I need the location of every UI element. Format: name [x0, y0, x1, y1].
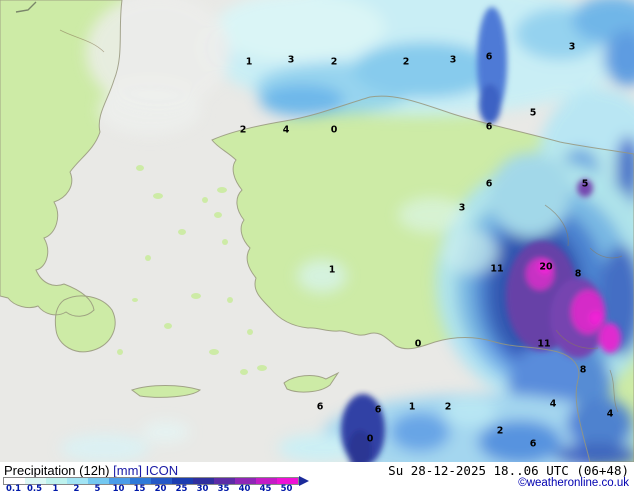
model-name: ICON [145, 463, 179, 478]
scale-cell [277, 478, 298, 484]
scale-label: 1 [52, 484, 59, 494]
scale-label: 10 [112, 484, 125, 494]
scale-cell [46, 478, 67, 484]
scale-cell [214, 478, 235, 484]
scale-label: 0.1 [5, 484, 22, 494]
precip-value: 11 [490, 263, 504, 275]
land [0, 0, 634, 462]
map-title-text: Precipitation (12h) [4, 463, 110, 478]
precip-value: 4 [549, 398, 557, 410]
scale-label: 25 [175, 484, 188, 494]
scale-label: 20 [154, 484, 167, 494]
precip-value: 2 [330, 56, 338, 68]
precip-value: 4 [282, 124, 290, 136]
scale-cell [4, 478, 25, 484]
precip-value: 0 [330, 124, 338, 136]
scale-label: 35 [217, 484, 230, 494]
scale-bar [3, 477, 299, 485]
scale-cell [25, 478, 46, 484]
footer-bar: Precipitation (12h) [mm] ICON Su 28-12-2… [0, 462, 634, 494]
precip-value: 6 [374, 404, 382, 416]
precip-value: 6 [485, 121, 493, 133]
scale-label: 40 [238, 484, 251, 494]
scale-labels: 0.1 0.5 1 2 5 10 15 20 25 30 35 40 45 50 [3, 484, 297, 494]
precip-value: 1 [245, 56, 253, 68]
precip-value: 2 [402, 56, 410, 68]
scale-cell [88, 478, 109, 484]
precip-value: 6 [485, 178, 493, 190]
precip-value: 3 [449, 54, 457, 66]
precip-value: 5 [529, 107, 537, 119]
scale-label: 15 [133, 484, 146, 494]
scale-label: 30 [196, 484, 209, 494]
precip-value: 4 [606, 408, 614, 420]
precip-value: 5 [581, 178, 589, 190]
precipitation-layer [60, 0, 634, 462]
country-borders [15, 1, 623, 413]
map-unit: [mm] [113, 463, 143, 478]
scale-cell [109, 478, 130, 484]
precip-value: 0 [366, 433, 374, 445]
precip-value: 1 [328, 264, 336, 276]
precip-value: 3 [287, 54, 295, 66]
map-title: Precipitation (12h) [mm] ICON [4, 463, 178, 478]
precip-value: 11 [537, 338, 551, 350]
precip-value: 2 [444, 401, 452, 413]
precip-value: 3 [568, 41, 576, 53]
scale-cell [256, 478, 277, 484]
scale-cell [235, 478, 256, 484]
scale-arrow [299, 476, 309, 486]
scale-cell [151, 478, 172, 484]
precipitation-map: 1 3 2 2 3 6 3 2 4 0 6 5 6 5 3 1 11 20 8 0 11 8 6 6 1 2 4 4 0 2 6 [0, 0, 634, 462]
copyright-label: ©weatheronline.co.uk [518, 477, 629, 489]
scale-cell [130, 478, 151, 484]
scale-cell [172, 478, 193, 484]
precip-value: 3 [458, 202, 466, 214]
scale-label: 5 [94, 484, 101, 494]
precip-value: 0 [414, 338, 422, 350]
precip-value: 20 [539, 261, 553, 273]
scale-cell [67, 478, 88, 484]
precip-value: 8 [574, 268, 582, 280]
precip-value: 6 [485, 51, 493, 63]
scale-label: 45 [259, 484, 272, 494]
precip-value: 6 [529, 438, 537, 450]
scale-label: 2 [73, 484, 80, 494]
precip-value: 2 [496, 425, 504, 437]
map-values-layer: 1 3 2 2 3 6 3 2 4 0 6 5 6 5 3 1 11 20 8 0 11 8 6 6 1 2 4 4 0 2 6 [239, 41, 614, 450]
precip-value: 2 [239, 124, 247, 136]
precip-value: 1 [408, 401, 416, 413]
scale-label: 0.5 [26, 484, 43, 494]
scale-label: 50 [280, 484, 293, 494]
scale-cell [193, 478, 214, 484]
datetime-label: Su 28-12-2025 18..06 UTC (06+48) [388, 463, 629, 478]
precip-value: 6 [316, 401, 324, 413]
weather-map-svg [0, 0, 634, 462]
precip-value: 8 [579, 364, 587, 376]
